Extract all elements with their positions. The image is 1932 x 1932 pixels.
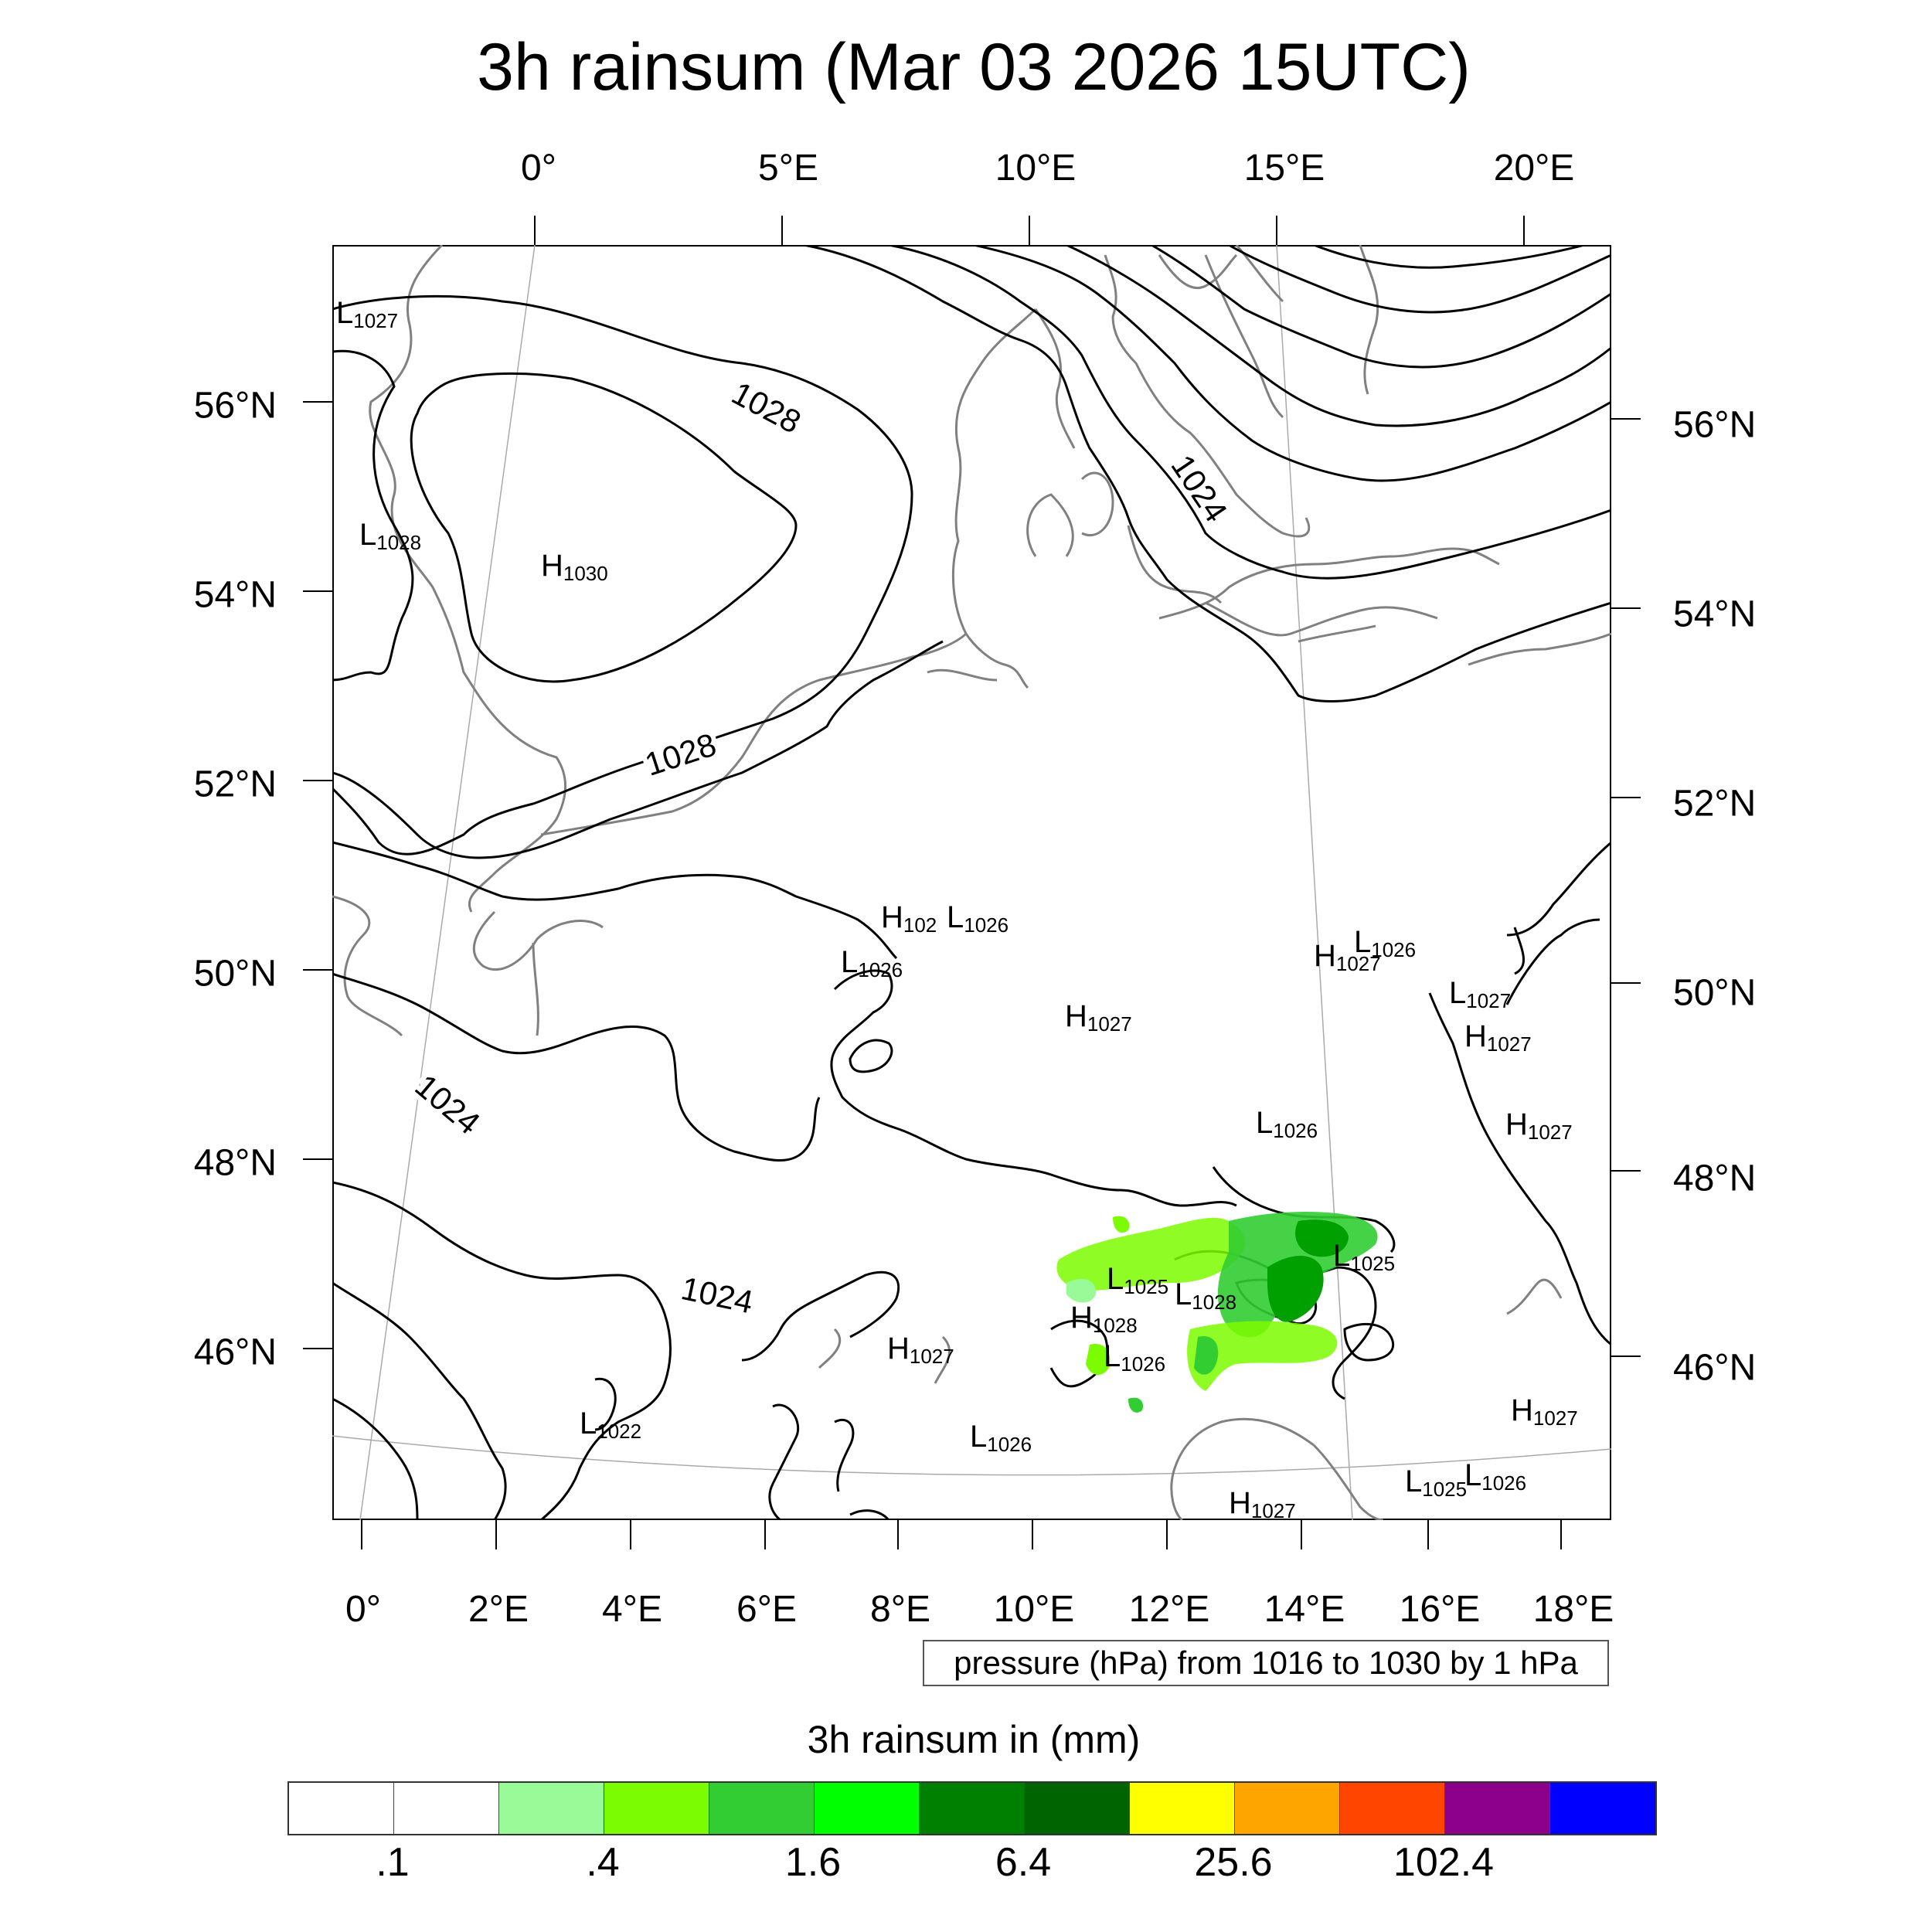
pressure-center-label: L1026 [1354, 925, 1416, 961]
pressure-center-label: L1028 [359, 518, 421, 554]
axis-ticks [303, 216, 1641, 1549]
right-lat-label: 56°N [1673, 404, 1757, 446]
bottom-lon-label: 14°E [1264, 1589, 1345, 1630]
pressure-center-label: H1028 [1070, 1301, 1138, 1337]
rain-patch [1066, 1279, 1097, 1303]
colorbar-tick-label: 1.6 [784, 1840, 842, 1885]
left-lat-label: 48°N [193, 1142, 277, 1184]
rain-patch [1194, 1336, 1219, 1375]
pressure-center-label: L1025 [1107, 1262, 1168, 1298]
contour-label: 1028 [641, 726, 720, 783]
rain-patch [1295, 1219, 1349, 1257]
pressure-center-label: H1027 [1065, 999, 1132, 1036]
pressure-center-label: H1027 [1464, 1019, 1532, 1056]
left-lat-label: 52°N [193, 764, 277, 805]
pressure-center-label: L1026 [970, 1420, 1032, 1456]
rain-patch [1128, 1397, 1144, 1413]
right-lat-label: 52°N [1673, 783, 1757, 825]
right-lat-label: 50°N [1673, 972, 1757, 1014]
right-lat-label: 48°N [1673, 1158, 1757, 1199]
bottom-lon-label: 8°E [870, 1589, 930, 1630]
pressure-center-label: L1026 [947, 900, 1009, 937]
bottom-lon-label: 0° [345, 1589, 381, 1630]
pressure-center-label: L1027 [336, 296, 398, 332]
left-lat-label: 54°N [193, 574, 277, 616]
right-lat-label: 46°N [1673, 1347, 1757, 1389]
pressure-center-label: H1030 [541, 549, 608, 585]
left-lat-label: 46°N [193, 1332, 277, 1373]
colorbar-swatch [1340, 1783, 1445, 1834]
pressure-center-label: L1025 [1405, 1464, 1467, 1501]
coastline [332, 245, 1611, 1520]
rain-patch [1113, 1216, 1130, 1233]
rain-patch [1056, 1217, 1245, 1291]
colorbar-swatch [1130, 1783, 1235, 1834]
rain-area [1056, 1212, 1378, 1413]
right-lat-label: 54°N [1673, 594, 1757, 635]
pressure-center-label: L1022 [580, 1406, 641, 1443]
pressure-center-label: L1026 [1464, 1458, 1526, 1495]
bottom-lon-label: 12°E [1128, 1589, 1210, 1630]
rain-patch [1187, 1321, 1338, 1391]
rain-patch [1267, 1256, 1324, 1322]
top-lon-label: 0° [521, 148, 556, 189]
contour-label: 1024 [678, 1270, 756, 1320]
colorbar-tick-label: 6.4 [995, 1840, 1052, 1885]
rain-patch [1086, 1344, 1111, 1376]
colorbar-swatch [499, 1783, 604, 1834]
top-lon-label: 20°E [1493, 148, 1575, 189]
contour-info-box: pressure (hPa) from 1016 to 1030 by 1 hP… [923, 1640, 1609, 1686]
colorbar-tick-label: .1 [376, 1840, 410, 1885]
left-lat-label: 50°N [193, 953, 277, 995]
bottom-lon-label: 16°E [1399, 1589, 1481, 1630]
pressure-center-label: H1027 [887, 1332, 954, 1368]
pressure-center-label: H1027 [1314, 939, 1381, 975]
colorbar-swatch [289, 1783, 394, 1834]
bottom-lon-label: 10°E [993, 1589, 1075, 1630]
colorbar-swatch [709, 1783, 815, 1834]
colorbar-swatch [1550, 1783, 1655, 1834]
colorbar-title: 3h rainsum in (mm) [807, 1718, 1141, 1761]
page-title: 3h rainsum (Mar 03 2026 15UTC) [477, 30, 1471, 104]
bottom-lon-label: 2°E [468, 1589, 529, 1630]
bottom-lon-label: 6°E [736, 1589, 797, 1630]
pressure-center-label: L1026 [1256, 1106, 1318, 1142]
colorbar-tick-label: .4 [586, 1840, 620, 1885]
bottom-lon-label: 18°E [1532, 1589, 1614, 1630]
pressure-center-label: L1026 [1104, 1339, 1165, 1376]
colorbar-tick-label: 102.4 [1393, 1840, 1495, 1885]
colorbar-swatch [1025, 1783, 1130, 1834]
isobars [332, 245, 1611, 1520]
contour-label: 1028 [726, 375, 808, 440]
pressure-center-label: H1027 [1229, 1486, 1296, 1522]
pressure-center-label: H1027 [1505, 1107, 1573, 1144]
pressure-center-label: H1027 [1511, 1393, 1578, 1430]
pressure-center-label: H102 [881, 900, 937, 937]
top-lon-label: 10°E [995, 148, 1077, 189]
colorbar-swatch [1235, 1783, 1340, 1834]
colorbar-tick-label: 25.6 [1194, 1840, 1273, 1885]
colorbar-swatch [815, 1783, 920, 1834]
map-frame [332, 245, 1611, 1520]
top-lon-label: 5°E [758, 148, 818, 189]
bottom-lon-label: 4°E [602, 1589, 662, 1630]
left-lat-label: 56°N [193, 385, 277, 427]
colorbar-swatch [920, 1783, 1025, 1834]
colorbar [287, 1781, 1657, 1835]
colorbar-swatch [1445, 1783, 1550, 1834]
pressure-center-label: L1028 [1175, 1277, 1236, 1314]
contour-label: 1024 [1164, 448, 1234, 529]
pressure-center-label: L1026 [841, 945, 903, 981]
colorbar-swatch [394, 1783, 499, 1834]
graticule [332, 245, 1611, 1520]
pressure-center-label: L1027 [1449, 976, 1511, 1012]
colorbar-swatch [604, 1783, 709, 1834]
top-lon-label: 15°E [1243, 148, 1325, 189]
pressure-center-label: L1025 [1333, 1239, 1395, 1275]
